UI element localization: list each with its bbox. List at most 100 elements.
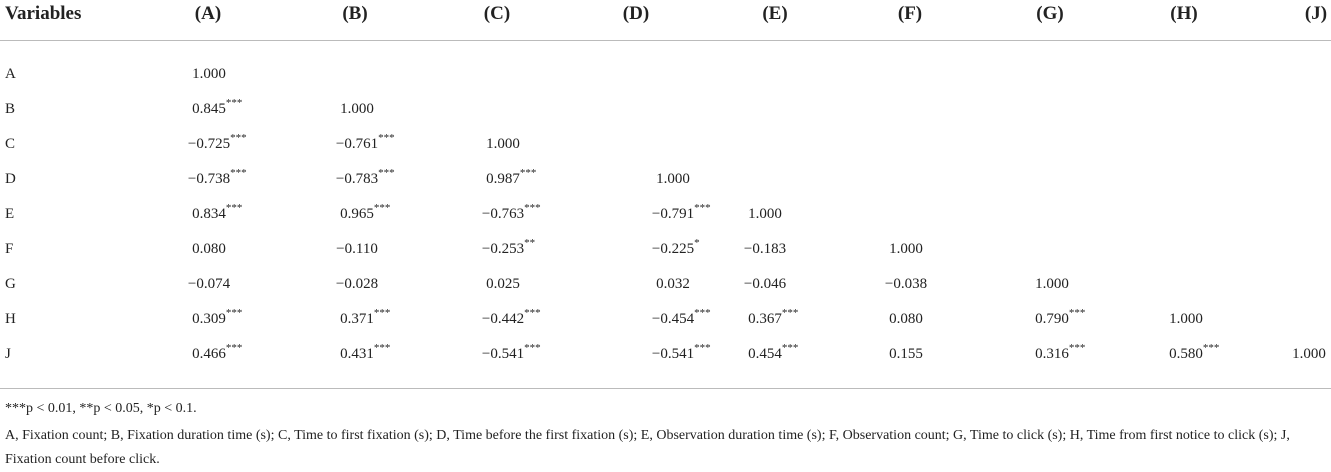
cell-value: −0.442 *** [481, 307, 541, 327]
cell: −0.454 *** [652, 307, 715, 328]
cell-value: 0.987 *** [486, 167, 537, 187]
row-label: H [5, 311, 16, 327]
cell: 1.000 [656, 171, 707, 188]
cell-value: −0.541 *** [651, 342, 711, 362]
significance: ** [524, 237, 536, 249]
cell-value: 0.466 *** [192, 342, 243, 362]
cell: 1.000 [1169, 311, 1220, 328]
significance: *** [378, 132, 395, 144]
cell-value: 0.316 *** [1035, 342, 1086, 362]
cell: 1.000 [889, 241, 940, 258]
cell: 0.080 [889, 311, 940, 328]
cell: 1.000 [192, 66, 243, 83]
cell-value: −0.110 [336, 241, 378, 257]
cell: −0.783 *** [336, 167, 399, 188]
cell: 1.000 [748, 206, 799, 223]
cell: −0.183 [744, 241, 807, 258]
significance: *** [781, 342, 799, 354]
cell: −0.225 * [652, 237, 715, 258]
bottom-rule [0, 388, 1331, 389]
cell-value: 1.000 [748, 206, 782, 222]
column-header: (F) [897, 3, 923, 24]
significance: *** [225, 202, 243, 214]
cell: 0.466 *** [192, 342, 243, 363]
cell: 0.025 [486, 276, 537, 293]
significance: * [694, 237, 700, 249]
cell: −0.761 *** [336, 132, 399, 153]
cell: 0.431 *** [340, 342, 391, 363]
cell-value: 1.000 [340, 101, 374, 117]
cell: −0.253 ** [482, 237, 545, 258]
cell: 0.367 *** [748, 307, 799, 328]
cell: 1.000 [1292, 346, 1331, 363]
significance: *** [1068, 307, 1086, 319]
significance: *** [225, 342, 243, 354]
significance: *** [524, 307, 541, 319]
significance: *** [225, 307, 243, 319]
significance: *** [694, 202, 711, 214]
cell: −0.541 *** [482, 342, 545, 363]
cell: 0.371 *** [340, 307, 391, 328]
row-label: A [5, 66, 16, 82]
cell-value: −0.738 *** [187, 167, 247, 187]
column-header: (H) [1170, 3, 1198, 24]
cell-value: 0.834 *** [192, 202, 243, 222]
significance: *** [781, 307, 799, 319]
row-label: G [5, 276, 16, 292]
cell: 0.834 *** [192, 202, 243, 223]
significance: *** [225, 97, 243, 109]
significance: *** [378, 167, 395, 179]
cell: 0.454 *** [748, 342, 799, 363]
cell-value: 0.454 *** [748, 342, 799, 362]
row-label: F [5, 241, 14, 257]
cell-value: −0.074 [187, 276, 231, 292]
cell-value: 1.000 [486, 136, 520, 152]
column-header: (C) [483, 3, 511, 24]
header-rule [0, 40, 1331, 41]
cell: 1.000 [486, 136, 537, 153]
cell: −0.725 *** [188, 132, 251, 153]
column-header: (D) [622, 3, 650, 24]
cell-value: 0.155 [889, 346, 923, 362]
row-label: C [5, 136, 16, 152]
cell-value: −0.454 *** [651, 307, 711, 327]
cell: 0.155 [889, 346, 940, 363]
significance: *** [1068, 342, 1086, 354]
cell-value: −0.183 [743, 241, 787, 257]
cell-value: 1.000 [656, 171, 690, 187]
cell-value: 1.000 [1292, 346, 1326, 362]
column-header: (J) [1304, 3, 1328, 24]
cell: 0.080 [192, 241, 243, 258]
significance: *** [524, 342, 541, 354]
cell-value: 0.965 *** [340, 202, 391, 222]
cell: −0.541 *** [652, 342, 715, 363]
cell: −0.038 [885, 276, 948, 293]
cell-value: 0.580 *** [1169, 342, 1220, 362]
cell: 0.965 *** [340, 202, 391, 223]
cell-value: −0.028 [335, 276, 379, 292]
header-label: Variables [5, 3, 82, 24]
row-label: J [5, 346, 11, 362]
cell-value: −0.761 *** [335, 132, 395, 152]
cell-value: 0.371 *** [340, 307, 391, 327]
column-header: (B) [342, 3, 368, 24]
cell: 0.580 *** [1169, 342, 1220, 363]
cell: −0.738 *** [188, 167, 251, 188]
cell-value: −0.725 *** [187, 132, 247, 152]
footnote: ***p < 0.01, **p < 0.05, *p < 0.1. [5, 401, 197, 416]
cell: 0.316 *** [1035, 342, 1086, 363]
row-label: E [5, 206, 15, 222]
column-header: (A) [194, 3, 222, 24]
cell: 0.790 *** [1035, 307, 1086, 328]
significance: *** [524, 202, 541, 214]
column-header: (E) [762, 3, 788, 24]
significance: *** [694, 342, 711, 354]
significance: *** [694, 307, 711, 319]
cell: 0.845 *** [192, 97, 243, 118]
cell-value: 0.032 [656, 276, 690, 292]
cell-value: −0.791 *** [651, 202, 711, 222]
cell: 0.987 *** [486, 167, 537, 188]
cell: 1.000 [1035, 276, 1086, 293]
cell-value: −0.541 *** [481, 342, 541, 362]
row-label: B [5, 101, 16, 117]
